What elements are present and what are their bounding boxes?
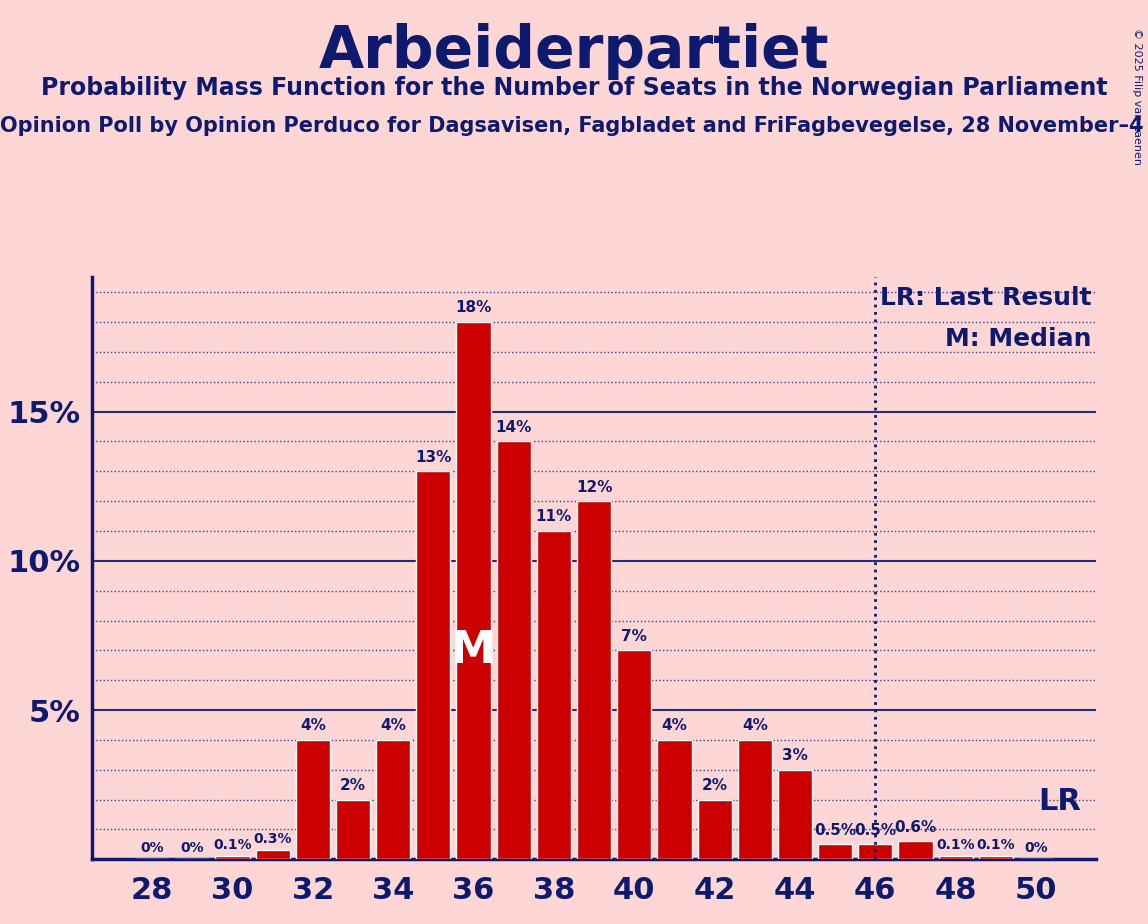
Text: 3%: 3%: [782, 748, 808, 763]
Bar: [618, 650, 651, 859]
Text: 0%: 0%: [180, 841, 204, 855]
Bar: [979, 857, 1013, 859]
Text: 0.1%: 0.1%: [214, 838, 251, 852]
Text: 4%: 4%: [380, 718, 406, 734]
Text: Opinion Poll by Opinion Perduco for Dagsavisen, Fagbladet and FriFagbevegelse, 2: Opinion Poll by Opinion Perduco for Dags…: [0, 116, 1143, 136]
Bar: [658, 740, 691, 859]
Bar: [939, 857, 972, 859]
Text: 4%: 4%: [742, 718, 768, 734]
Text: 0.1%: 0.1%: [977, 838, 1015, 852]
Text: 0.5%: 0.5%: [814, 823, 856, 838]
Bar: [377, 740, 410, 859]
Text: 18%: 18%: [456, 300, 491, 315]
Bar: [778, 770, 812, 859]
Bar: [256, 850, 289, 859]
Text: M: M: [451, 629, 496, 672]
Bar: [417, 471, 450, 859]
Text: 0%: 0%: [140, 841, 164, 855]
Bar: [216, 857, 249, 859]
Bar: [738, 740, 771, 859]
Bar: [497, 442, 530, 859]
Text: M: Median: M: Median: [945, 327, 1092, 351]
Text: 7%: 7%: [621, 629, 647, 644]
Text: Probability Mass Function for the Number of Seats in the Norwegian Parliament: Probability Mass Function for the Number…: [40, 76, 1108, 100]
Bar: [537, 531, 571, 859]
Bar: [577, 501, 611, 859]
Text: © 2025 Filip van Laenen: © 2025 Filip van Laenen: [1132, 28, 1142, 164]
Text: 12%: 12%: [576, 480, 612, 494]
Text: 0%: 0%: [1024, 841, 1048, 855]
Text: LR: Last Result: LR: Last Result: [879, 286, 1092, 310]
Text: Arbeiderpartiet: Arbeiderpartiet: [319, 23, 829, 80]
Bar: [296, 740, 329, 859]
Bar: [819, 845, 852, 859]
Bar: [457, 322, 490, 859]
Bar: [698, 799, 731, 859]
Text: 11%: 11%: [536, 509, 572, 525]
Text: 0.5%: 0.5%: [854, 823, 897, 838]
Text: 2%: 2%: [340, 778, 366, 793]
Text: 13%: 13%: [416, 450, 451, 465]
Bar: [859, 845, 892, 859]
Text: 4%: 4%: [661, 718, 688, 734]
Text: 0.6%: 0.6%: [894, 820, 937, 835]
Text: 4%: 4%: [300, 718, 326, 734]
Text: LR: LR: [1039, 786, 1081, 816]
Bar: [336, 799, 370, 859]
Text: 0.1%: 0.1%: [937, 838, 975, 852]
Text: 2%: 2%: [701, 778, 728, 793]
Bar: [899, 842, 932, 859]
Text: 0.3%: 0.3%: [254, 832, 292, 845]
Text: 14%: 14%: [496, 419, 532, 435]
